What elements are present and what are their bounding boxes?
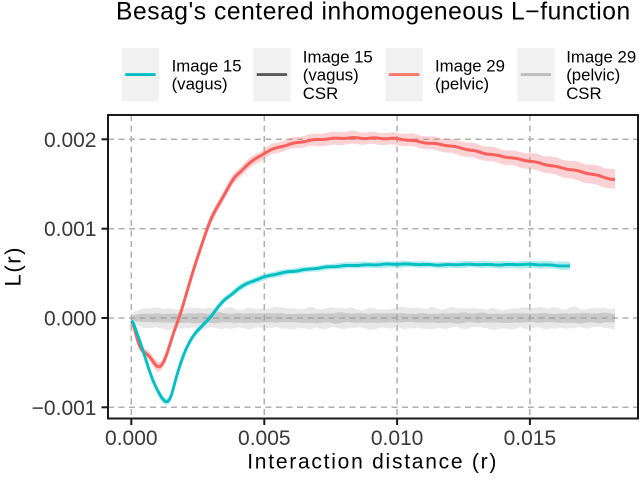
- svg-text:0.001: 0.001: [44, 218, 97, 241]
- svg-text:Interaction distance (r): Interaction distance (r): [247, 451, 498, 474]
- svg-text:(pelvic): (pelvic): [566, 66, 620, 85]
- svg-text:0.000: 0.000: [105, 427, 158, 450]
- svg-text:0.005: 0.005: [238, 427, 291, 450]
- svg-text:Image 15: Image 15: [172, 57, 242, 76]
- svg-text:0.002: 0.002: [44, 129, 97, 152]
- svg-text:−0.001: −0.001: [32, 397, 97, 420]
- svg-text:0.015: 0.015: [504, 427, 557, 450]
- svg-text:0.000: 0.000: [44, 308, 97, 331]
- svg-text:L(r): L(r): [0, 246, 25, 287]
- svg-text:CSR: CSR: [303, 84, 338, 103]
- svg-text:Image 29: Image 29: [435, 57, 505, 76]
- svg-text:(vagus): (vagus): [303, 66, 359, 85]
- svg-text:0.010: 0.010: [371, 427, 424, 450]
- svg-text:Image 15: Image 15: [303, 47, 373, 66]
- svg-text:Besag's centered inhomogeneous: Besag's centered inhomogeneous L−functio…: [116, 0, 631, 25]
- svg-text:(vagus): (vagus): [172, 75, 228, 94]
- svg-text:(pelvic): (pelvic): [435, 75, 489, 94]
- svg-text:CSR: CSR: [566, 84, 601, 103]
- svg-text:Image 29: Image 29: [566, 47, 636, 66]
